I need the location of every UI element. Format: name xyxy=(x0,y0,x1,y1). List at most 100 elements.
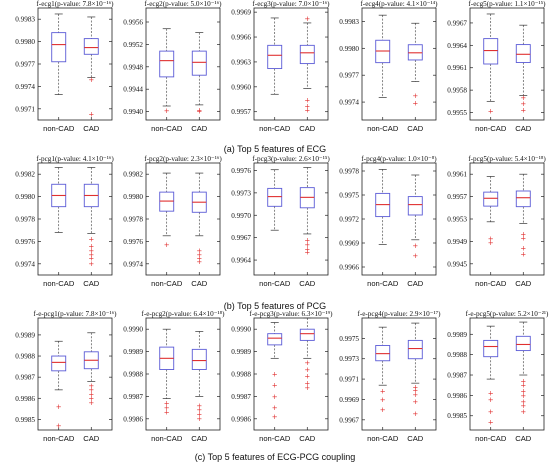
box xyxy=(515,335,531,352)
x-tick-label: CAD xyxy=(407,124,424,133)
outlier-point: + xyxy=(272,370,278,378)
y-tick-label: 0.9986 xyxy=(231,415,251,423)
outlier-point: + xyxy=(56,422,62,430)
outlier-point: + xyxy=(412,391,418,399)
y-tick-label: 0.9980 xyxy=(15,38,35,46)
outlier-point: + xyxy=(164,107,170,115)
y-tick-label: 0.9945 xyxy=(447,260,467,268)
y-tick-label: 0.9986 xyxy=(15,395,35,403)
outlier-point: + xyxy=(520,251,526,259)
y-tick-label: 0.9967 xyxy=(339,416,359,424)
axes-frame xyxy=(37,7,113,121)
outlier-point: + xyxy=(380,388,386,396)
outlier-point: + xyxy=(412,410,418,418)
outlier-point: + xyxy=(304,245,310,253)
axes-frame xyxy=(145,162,221,276)
x-tick-label: non-CAD xyxy=(259,434,291,443)
y-tick-label: 0.9963 xyxy=(231,58,251,66)
outlier-point: + xyxy=(488,390,494,398)
y-tick-label: 0.9978 xyxy=(15,216,35,224)
outlier-point: + xyxy=(196,406,202,414)
y-tick-label: 0.9974 xyxy=(339,99,359,107)
outlier-point: + xyxy=(272,382,278,390)
outlier-point: + xyxy=(88,390,94,398)
x-tick-label: non-CAD xyxy=(475,434,507,443)
y-tick-label: 0.9989 xyxy=(447,331,467,339)
x-tick-label: non-CAD xyxy=(367,279,399,288)
box xyxy=(267,44,283,70)
axes-frame xyxy=(253,7,329,121)
outlier-point: + xyxy=(520,382,526,390)
chart-title: f-e-pcg4(p-value: 2.9×10⁻¹⁷) xyxy=(357,310,441,318)
x-tick-label: CAD xyxy=(407,434,424,443)
y-tick-label: 0.9966 xyxy=(231,34,251,42)
caption-row-c: (c) Top 5 features of ECG-PCG coupling xyxy=(194,452,356,462)
y-tick-label: 0.9985 xyxy=(15,416,35,424)
outlier-point: + xyxy=(304,15,310,23)
y-tick-label: 0.9969 xyxy=(339,396,359,404)
outlier-point: + xyxy=(88,260,94,268)
outlier-point: + xyxy=(88,386,94,394)
y-tick-label: 0.9990 xyxy=(123,326,143,334)
y-tick-label: 0.9975 xyxy=(339,335,359,343)
outlier-point: + xyxy=(520,231,526,239)
axes-frame xyxy=(361,317,437,431)
outlier-point: + xyxy=(520,234,526,242)
box xyxy=(299,44,315,65)
outlier-point: + xyxy=(520,107,526,115)
x-tick-label: non-CAD xyxy=(259,124,291,133)
y-tick-label: 0.9980 xyxy=(123,193,143,201)
box xyxy=(483,339,499,358)
x-tick-label: non-CAD xyxy=(43,279,75,288)
y-tick-label: 0.9973 xyxy=(339,355,359,363)
outlier-point: + xyxy=(304,366,310,374)
y-tick-label: 0.9977 xyxy=(339,72,359,80)
chart-title: f-e-pcg3(p-value: 6.3×10⁻¹⁹) xyxy=(249,310,333,318)
y-tick-label: 0.9940 xyxy=(123,108,143,116)
y-tick-label: 0.9978 xyxy=(123,216,143,224)
outlier-point: + xyxy=(164,241,170,249)
y-tick-label: 0.9986 xyxy=(447,392,467,400)
box xyxy=(483,191,499,207)
outlier-point: + xyxy=(304,241,310,249)
outlier-point: + xyxy=(520,392,526,400)
y-tick-label: 0.9989 xyxy=(15,331,35,339)
y-tick-label: 0.9982 xyxy=(15,171,35,179)
outlier-point: + xyxy=(488,418,494,426)
x-tick-label: CAD xyxy=(83,279,100,288)
y-tick-label: 0.9952 xyxy=(123,41,143,49)
y-tick-label: 0.9976 xyxy=(15,238,35,246)
y-tick-label: 0.9976 xyxy=(231,167,251,175)
outlier-point: + xyxy=(304,359,310,367)
y-tick-label: 0.9958 xyxy=(447,87,467,95)
outlier-point: + xyxy=(88,251,94,259)
y-tick-label: 0.9980 xyxy=(15,193,35,201)
y-tick-label: 0.9975 xyxy=(339,192,359,200)
chart-title: f-pcg1(p-value: 4.1×10⁻¹⁶) xyxy=(36,155,114,163)
outlier-point: + xyxy=(196,402,202,410)
y-tick-label: 0.9988 xyxy=(123,371,143,379)
y-tick-label: 0.9990 xyxy=(231,326,251,334)
outlier-point: + xyxy=(272,393,278,401)
outlier-point: + xyxy=(196,107,202,115)
y-tick-label: 0.9961 xyxy=(447,171,467,179)
y-tick-label: 0.9948 xyxy=(123,63,143,71)
y-tick-label: 0.9956 xyxy=(123,19,143,27)
x-tick-label: non-CAD xyxy=(151,124,183,133)
x-tick-label: CAD xyxy=(407,279,424,288)
box xyxy=(267,333,283,346)
outlier-point: + xyxy=(56,403,62,411)
outlier-point: + xyxy=(88,110,94,118)
outlier-point: + xyxy=(88,242,94,250)
y-tick-label: 0.9967 xyxy=(231,234,251,242)
outlier-point: + xyxy=(520,388,526,396)
x-tick-label: CAD xyxy=(299,434,316,443)
y-tick-label: 0.9988 xyxy=(447,351,467,359)
outlier-point: + xyxy=(88,247,94,255)
y-tick-label: 0.9989 xyxy=(123,348,143,356)
chart-title: f-e-pcg1(p-value: 7.8×10⁻¹⁶) xyxy=(33,310,117,318)
outlier-point: + xyxy=(520,378,526,386)
outlier-point: + xyxy=(196,258,202,266)
y-tick-label: 0.9974 xyxy=(123,260,143,268)
